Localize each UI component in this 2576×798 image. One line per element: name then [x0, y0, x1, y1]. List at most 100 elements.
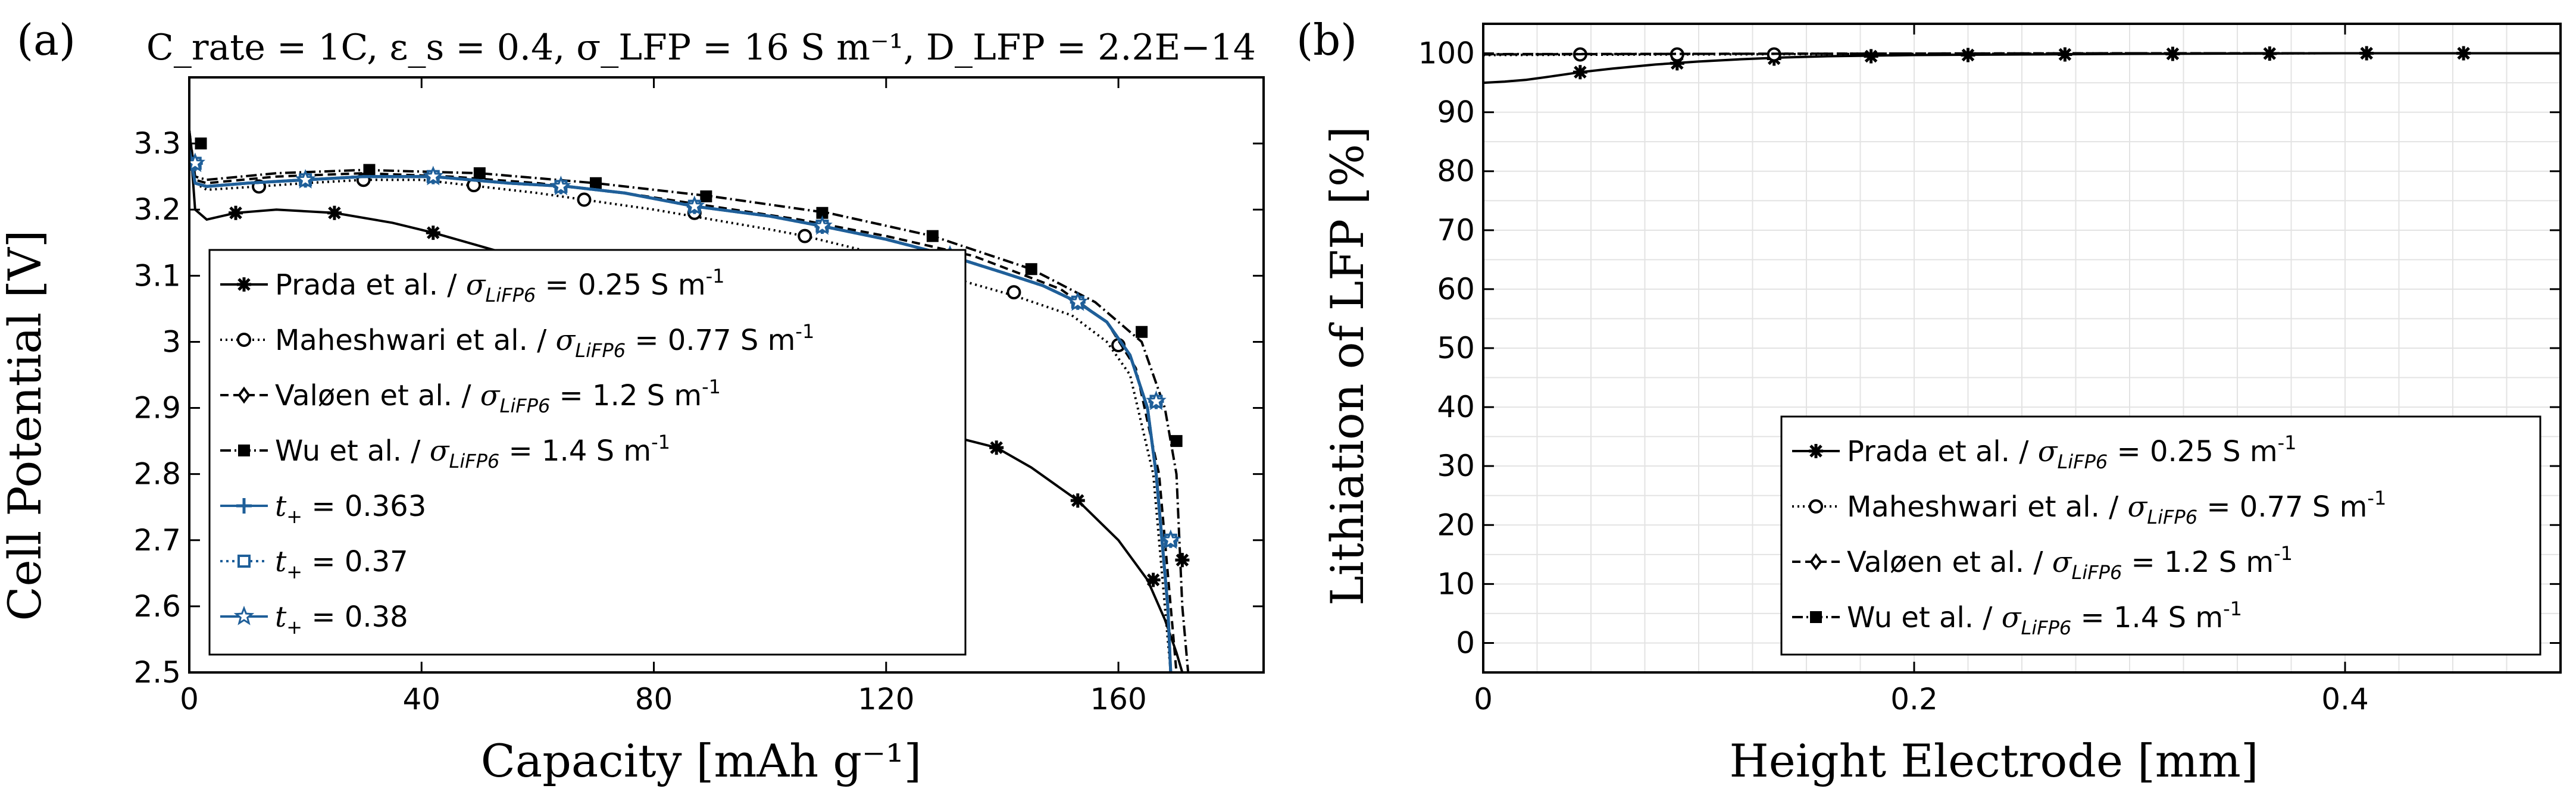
x-tick-label: 0 — [180, 682, 199, 716]
chart-a-y-axis-label: Cell Potential [V] — [0, 230, 51, 621]
data-point — [189, 152, 206, 173]
legend-marker — [1809, 553, 1822, 571]
chart-b-x-axis-label: Height Electrode [mm] — [1729, 734, 2258, 787]
x-tick-label: 0.4 — [2321, 682, 2369, 716]
data-point — [426, 226, 440, 240]
legend-sigma-value: = 0.77 S m — [626, 324, 795, 357]
legend-sigma-symbol: σ — [2002, 601, 2022, 634]
data-point — [1573, 65, 1587, 80]
chart-a-x-axis-label: Capacity [mAh g⁻¹] — [481, 734, 922, 787]
legend-source: Wu et al. / — [1847, 601, 2002, 634]
data-point — [1006, 285, 1021, 300]
legend-sigma-subscript: LiFP6 — [500, 395, 551, 417]
y-tick-label: 2.5 — [133, 655, 181, 690]
chart-b-legend: Prada et al. / σLiFP6 = 0.25 S m-1Mahesh… — [1780, 415, 2541, 656]
legend-t-symbol: t — [275, 545, 287, 578]
legend-marker — [237, 333, 251, 347]
series-group — [189, 130, 1190, 672]
data-point — [1170, 435, 1183, 447]
legend-sigma-symbol: σ — [430, 434, 450, 468]
y-tick-label: 3 — [162, 324, 181, 359]
y-tick-label: 50 — [1437, 331, 1475, 365]
legend-label: Valøen et al. / σLiFP6 = 1.2 S m-1 — [275, 375, 721, 417]
data-point — [1136, 326, 1148, 338]
legend-sigma-value: = 1.2 S m — [2122, 546, 2274, 579]
y-tick-label: 3.3 — [133, 126, 181, 161]
legend-source: Maheshwari et al. / — [275, 324, 556, 357]
y-tick-label: 2.7 — [133, 523, 181, 558]
data-point — [1670, 56, 1684, 71]
y-tick-label: 100 — [1418, 36, 1475, 71]
chart-a-title: C_rate = 1C, ε_s = 0.4, σ_LFP = 16 S m⁻¹… — [146, 27, 1256, 68]
data-point — [229, 205, 243, 220]
data-point — [1146, 572, 1161, 587]
legend-box — [1780, 415, 2541, 656]
data-point — [295, 169, 316, 189]
y-tick-label: 80 — [1437, 154, 1475, 189]
legend-source: Valøen et al. / — [1847, 546, 2052, 579]
legend-source: Valøen et al. / — [275, 379, 480, 412]
legend-sigma-symbol: σ — [480, 379, 501, 412]
data-point — [1146, 390, 1167, 411]
data-point — [700, 190, 712, 202]
series-line-1 — [189, 130, 1172, 672]
data-point — [812, 215, 833, 235]
legend-unit-superscript: -1 — [702, 375, 721, 398]
legend-sigma-value: = 0.25 S m — [536, 268, 705, 302]
y-tick-label: 30 — [1437, 449, 1475, 483]
data-point — [1961, 48, 1975, 62]
data-point — [1025, 263, 1037, 276]
data-point — [327, 205, 342, 220]
legend-t-symbol: t — [275, 600, 287, 634]
legend-sigma-subscript: LiFP6 — [2147, 506, 2197, 528]
data-point — [1864, 49, 1878, 64]
y-tick-label: 10 — [1437, 567, 1475, 601]
legend-marker — [1809, 499, 1823, 514]
legend-box — [208, 249, 967, 656]
legend-unit-superscript: -1 — [2278, 431, 2297, 454]
chart-b-plot-area: 0 0.2 0.4 0 10 20 30 40 50 60 70 80 90 100 — [1418, 23, 2562, 716]
legend-label: Prada et al. / σLiFP6 = 0.25 S m-1 — [275, 265, 725, 306]
legend-unit-superscript: -1 — [2223, 597, 2242, 620]
x-tick-label: 40 — [402, 682, 440, 716]
legend-marker — [233, 605, 255, 625]
data-point — [363, 164, 376, 176]
x-tick-label: 80 — [635, 682, 673, 716]
data-point — [1160, 529, 1181, 549]
y-tick-label: 2.9 — [133, 391, 181, 425]
data-point — [1070, 493, 1085, 508]
series-line-2 — [189, 130, 1178, 672]
y-tick-label: 2.8 — [133, 457, 181, 492]
legend-label: Valøen et al. / σLiFP6 = 1.2 S m-1 — [1847, 542, 2293, 584]
legend-sigma-subscript: LiFP6 — [2021, 617, 2072, 639]
data-point — [926, 230, 939, 242]
legend-t-subscript: + — [286, 616, 302, 639]
legend-marker — [237, 277, 251, 292]
x-tick-label: 0 — [1474, 682, 1493, 716]
legend-label: Wu et al. / σLiFP6 = 1.4 S m-1 — [1847, 597, 2242, 639]
data-point — [989, 440, 1004, 455]
series-line-3 — [1483, 52, 2561, 55]
data-point — [577, 192, 592, 207]
legend-unit-superscript: -1 — [651, 431, 670, 453]
legend-sigma-symbol: σ — [2038, 435, 2058, 468]
data-point — [684, 195, 705, 215]
y-tick-label: 20 — [1437, 508, 1475, 542]
legend-unit-superscript: -1 — [706, 265, 725, 287]
y-tick-label: 0 — [1456, 625, 1475, 660]
legend-marker — [237, 555, 251, 568]
x-tick-label: 120 — [858, 682, 914, 716]
data-point — [1175, 553, 1190, 568]
data-point — [551, 176, 571, 196]
y-tick-label: 60 — [1437, 272, 1475, 306]
legend-t-value: = 0.37 — [302, 545, 408, 578]
legend-source: Prada et al. / — [275, 268, 466, 302]
legend-sigma-subscript: LiFP6 — [2057, 450, 2108, 473]
y-tick-label: 90 — [1437, 95, 1475, 130]
legend-unit-superscript: -1 — [795, 320, 814, 343]
legend-label: t+ = 0.37 — [275, 545, 408, 583]
legend-unit-superscript: -1 — [2274, 542, 2293, 565]
legend-label: Maheshwari et al. / σLiFP6 = 0.77 S m-1 — [275, 320, 814, 362]
y-tick-label: 3.2 — [133, 192, 181, 227]
legend-source: Maheshwari et al. / — [1847, 490, 2128, 524]
